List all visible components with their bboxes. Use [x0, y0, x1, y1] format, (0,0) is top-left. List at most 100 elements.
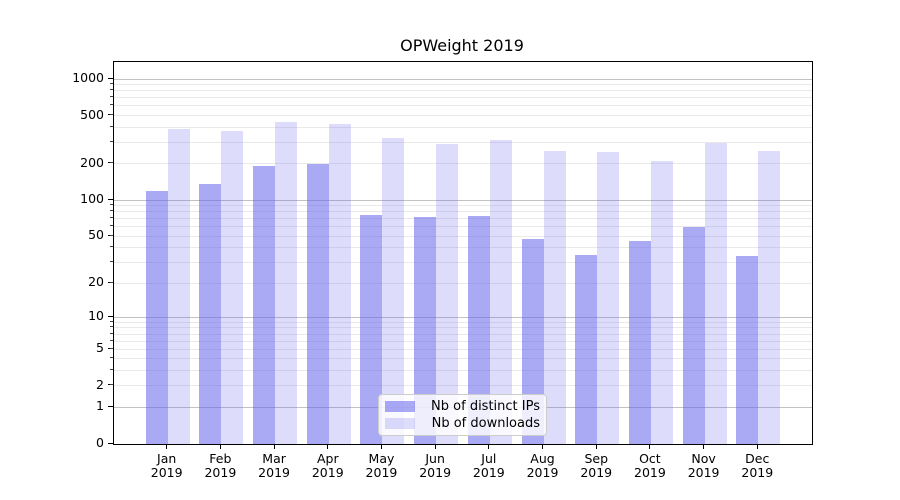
bar-distinct-ips-dec: [736, 256, 758, 444]
y-minor-tick-mark: [110, 332, 113, 334]
bar-downloads-may: [382, 138, 404, 444]
x-tick-mark: [595, 444, 597, 449]
bar-distinct-ips-apr: [307, 164, 329, 444]
major-gridline: [114, 199, 812, 201]
y-tick-label: 50: [88, 227, 104, 243]
legend: Nb of distinct IPs Nb of downloads: [378, 394, 547, 436]
legend-label-distinct-ips: Nb of distinct IPs: [431, 399, 540, 414]
x-tick-label-aug: Aug 2019: [526, 451, 559, 480]
x-tick-label-dec: Dec 2019: [741, 451, 774, 480]
chart-title: OPWeight 2019: [400, 36, 524, 55]
legend-item-downloads: Nb of downloads: [385, 416, 540, 431]
y-tick-label: 200: [80, 154, 104, 170]
x-tick-label-apr: Apr 2019: [311, 451, 344, 480]
legend-item-distinct-ips: Nb of distinct IPs: [385, 399, 540, 414]
y-minor-tick-mark: [110, 96, 113, 98]
bar-downloads-jun: [436, 143, 458, 444]
x-tick-mark: [703, 444, 705, 449]
bar-downloads-jul: [490, 140, 512, 444]
bar-distinct-ips-jan: [146, 190, 168, 444]
bar-downloads-dec: [758, 151, 780, 444]
y-minor-tick-mark: [110, 320, 113, 322]
y-minor-tick-mark: [110, 246, 113, 248]
x-tick-mark: [756, 444, 758, 449]
y-minor-tick-mark: [110, 217, 113, 219]
minor-gridline: [114, 321, 812, 323]
bar-downloads-mar: [275, 121, 297, 444]
y-minor-tick-mark: [110, 347, 113, 349]
x-tick-label-jul: Jul 2019: [472, 451, 505, 480]
y-minor-tick-mark: [110, 225, 113, 227]
y-minor-tick-mark: [110, 140, 113, 142]
y-minor-tick-mark: [110, 384, 113, 386]
x-tick-label-may: May 2019: [365, 451, 398, 480]
y-tick-mark: [108, 198, 113, 200]
y-minor-tick-mark: [110, 261, 113, 263]
bar-downloads-feb: [221, 131, 243, 444]
legend-label-downloads: Nb of downloads: [431, 416, 540, 431]
minor-gridline: [114, 211, 812, 213]
y-minor-tick-mark: [110, 162, 113, 164]
y-tick-label: 500: [80, 106, 104, 122]
bar-distinct-ips-mar: [253, 165, 275, 444]
bar-downloads-nov: [705, 143, 727, 444]
minor-gridline: [114, 126, 812, 128]
minor-gridline: [114, 97, 812, 99]
bar-distinct-ips-aug: [522, 239, 544, 444]
major-gridline: [114, 316, 812, 318]
minor-gridline: [114, 205, 812, 207]
gridlines-layer: [114, 62, 812, 444]
minor-gridline: [114, 333, 812, 335]
bar-downloads-aug: [544, 151, 566, 444]
minor-gridline: [114, 348, 812, 350]
x-tick-label-nov: Nov 2019: [687, 451, 720, 480]
major-gridline: [114, 78, 812, 80]
x-tick-label-feb: Feb 2019: [204, 451, 237, 480]
minor-gridline: [114, 218, 812, 220]
minor-gridline: [114, 358, 812, 360]
y-minor-tick-mark: [110, 326, 113, 328]
x-tick-mark: [542, 444, 544, 449]
x-tick-mark: [488, 444, 490, 449]
bar-distinct-ips-jun: [414, 216, 436, 444]
legend-swatch-distinct-ips: [385, 401, 415, 412]
minor-gridline: [114, 141, 812, 143]
y-minor-tick-mark: [110, 125, 113, 127]
y-tick-mark: [108, 405, 113, 407]
y-minor-tick-mark: [110, 114, 113, 116]
x-tick-mark: [273, 444, 275, 449]
minor-gridline: [114, 226, 812, 228]
minor-gridline: [114, 282, 812, 284]
x-tick-label-jun: Jun 2019: [419, 451, 452, 480]
bar-distinct-ips-nov: [683, 226, 705, 444]
x-tick-mark: [327, 444, 329, 449]
minor-gridline: [114, 84, 812, 86]
x-tick-label-sep: Sep 2019: [580, 451, 613, 480]
y-minor-tick-mark: [110, 210, 113, 212]
x-tick-mark: [380, 444, 382, 449]
x-tick-mark: [434, 444, 436, 449]
x-tick-label-oct: Oct 2019: [634, 451, 666, 480]
y-tick-label: 20: [88, 274, 104, 290]
y-tick-label: 1: [96, 398, 104, 414]
minor-gridline: [114, 163, 812, 165]
plot-area: [113, 61, 813, 445]
minor-gridline: [114, 340, 812, 342]
y-tick-label: 5: [96, 340, 104, 356]
y-tick-label: 10: [88, 308, 104, 324]
minor-gridline: [114, 105, 812, 107]
bars-layer: [114, 62, 812, 444]
minor-gridline: [114, 327, 812, 329]
x-tick-label-jan: Jan 2019: [150, 451, 183, 480]
x-tick-label-mar: Mar 2019: [258, 451, 290, 480]
y-minor-tick-mark: [110, 339, 113, 341]
y-minor-tick-mark: [110, 83, 113, 85]
minor-gridline: [114, 247, 812, 249]
minor-gridline: [114, 115, 812, 117]
y-minor-tick-mark: [110, 369, 113, 371]
y-minor-tick-mark: [110, 89, 113, 91]
bar-downloads-apr: [329, 124, 351, 444]
y-minor-tick-mark: [110, 281, 113, 283]
minor-gridline: [114, 90, 812, 92]
